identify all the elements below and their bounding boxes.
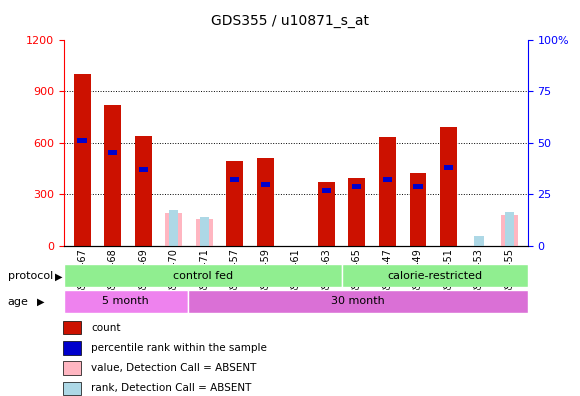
Text: protocol: protocol — [8, 271, 53, 282]
Bar — [474, 236, 484, 246]
Bar — [104, 105, 121, 246]
Text: 5 month: 5 month — [102, 296, 149, 307]
Bar — [63, 382, 81, 395]
Bar — [260, 183, 270, 187]
Bar — [200, 217, 209, 246]
Bar — [505, 212, 514, 246]
Text: control fed: control fed — [173, 270, 233, 281]
Bar — [318, 182, 335, 246]
Text: calorie-restricted: calorie-restricted — [387, 270, 483, 281]
Bar — [169, 210, 178, 246]
Text: ▶: ▶ — [55, 271, 63, 282]
Bar — [187, 290, 528, 313]
Bar — [64, 290, 187, 313]
Bar — [379, 137, 396, 246]
Bar — [135, 136, 151, 246]
Text: 30 month: 30 month — [331, 296, 385, 307]
Text: count: count — [91, 322, 121, 333]
Bar — [108, 150, 117, 154]
Text: ▶: ▶ — [37, 297, 44, 307]
Bar — [64, 264, 342, 287]
Bar — [139, 167, 148, 172]
Bar — [257, 158, 274, 246]
Bar — [226, 162, 243, 246]
Bar — [342, 264, 528, 287]
Text: value, Detection Call = ABSENT: value, Detection Call = ABSENT — [91, 363, 256, 373]
Bar — [63, 362, 81, 375]
Bar — [440, 127, 457, 246]
Bar — [322, 188, 331, 193]
Bar — [349, 178, 365, 246]
Bar — [196, 219, 213, 246]
Bar — [383, 177, 392, 182]
Bar — [63, 341, 81, 355]
Text: GDS355 / u10871_s_at: GDS355 / u10871_s_at — [211, 14, 369, 28]
Bar — [78, 138, 87, 143]
Bar — [165, 213, 182, 246]
Bar — [63, 321, 81, 334]
Bar — [501, 215, 518, 246]
Bar — [352, 184, 361, 189]
Bar — [230, 177, 240, 182]
Text: rank, Detection Call = ABSENT: rank, Detection Call = ABSENT — [91, 383, 252, 394]
Bar — [74, 74, 90, 246]
Bar — [444, 165, 453, 170]
Bar — [414, 184, 422, 189]
Bar — [409, 173, 426, 246]
Text: age: age — [8, 297, 28, 307]
Text: percentile rank within the sample: percentile rank within the sample — [91, 343, 267, 353]
